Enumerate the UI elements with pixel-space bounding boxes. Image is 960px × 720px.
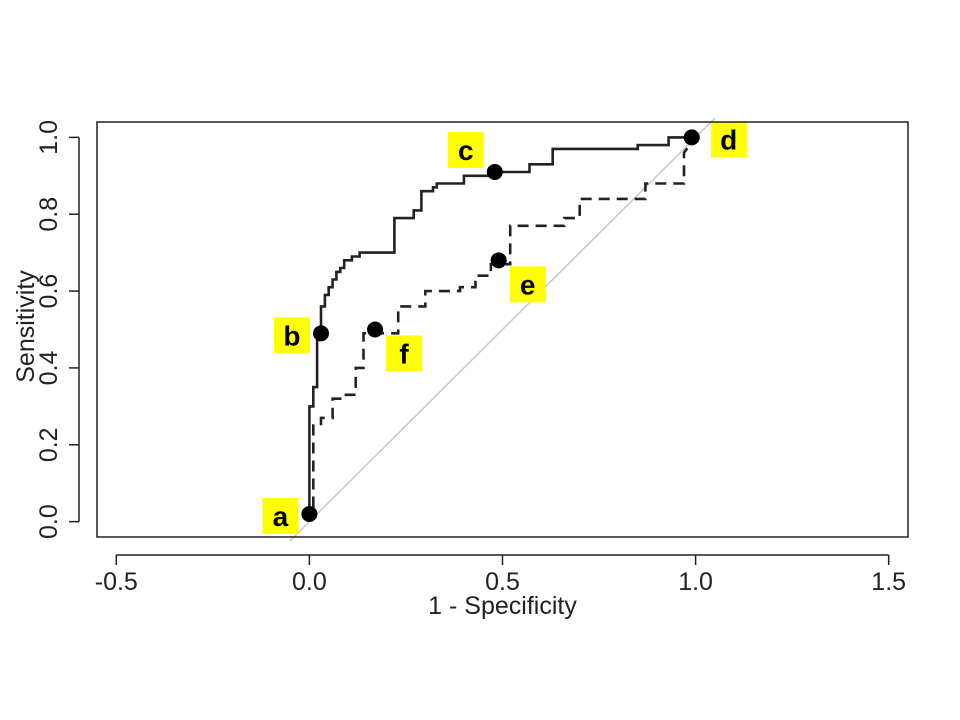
points-layer: a b c d e f	[262, 121, 747, 534]
y-tick-label: 0.2	[35, 427, 63, 462]
point-label-box-e	[509, 266, 546, 303]
x-tick-label: -0.5	[95, 568, 138, 596]
y-tick-label: 0.4	[35, 350, 63, 385]
dashed-roc-curve	[308, 136, 697, 522]
point-b: b	[273, 317, 329, 354]
y-tick-label: 1.0	[35, 120, 63, 155]
x-axis: -0.5 0.0 0.5 1.0 1.5	[95, 554, 906, 596]
point-label-box-f	[386, 335, 423, 372]
point-label-box-b	[273, 317, 310, 354]
series-layer	[308, 136, 697, 522]
reference-line-layer	[289, 117, 716, 542]
point-marker-e	[490, 252, 507, 269]
point-label-box-d	[710, 121, 747, 158]
point-label-box-a	[262, 497, 299, 534]
solid-roc-curve	[308, 136, 696, 522]
x-tick-label: 1.5	[871, 568, 906, 596]
point-e: e	[490, 252, 546, 303]
point-label-b: b	[283, 320, 300, 351]
point-label-e: e	[520, 269, 536, 300]
point-c: c	[447, 131, 503, 180]
point-marker-c	[486, 163, 503, 180]
x-axis-label: 1 - Specificity	[428, 592, 577, 620]
x-tick-label: 0.5	[485, 568, 520, 596]
y-tick-label: 0.6	[35, 274, 63, 309]
reference-diagonal-line	[289, 117, 716, 542]
point-marker-b	[312, 325, 329, 342]
point-f: f	[367, 321, 423, 372]
point-label-box-c	[447, 131, 484, 168]
point-marker-d	[683, 129, 700, 146]
point-label-f: f	[399, 339, 409, 370]
point-label-a: a	[273, 501, 289, 532]
y-axis-label: Sensitivity	[12, 270, 40, 383]
y-tick-label: 0.0	[35, 504, 63, 539]
point-label-c: c	[458, 135, 474, 166]
point-marker-f	[367, 321, 384, 338]
point-marker-a	[301, 505, 318, 522]
y-tick-label: 0.8	[35, 197, 63, 232]
x-tick-label: 1.0	[678, 568, 713, 596]
x-tick-label: 0.0	[292, 568, 327, 596]
point-d: d	[683, 121, 747, 158]
y-axis: 0.0 0.2 0.4 0.6 0.8 1.0	[35, 120, 80, 539]
point-label-d: d	[720, 124, 737, 155]
plot-frame	[96, 121, 909, 538]
point-a: a	[262, 497, 318, 534]
